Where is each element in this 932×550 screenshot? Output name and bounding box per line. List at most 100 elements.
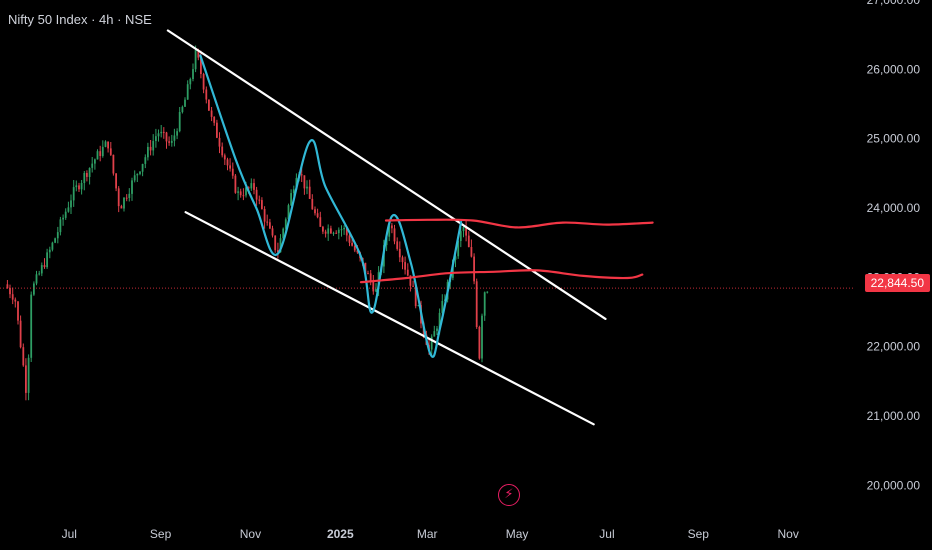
candle-body — [54, 238, 56, 243]
candle-body — [401, 257, 404, 263]
candle-body — [152, 141, 155, 151]
candle-body — [340, 229, 343, 231]
candle-body — [218, 137, 221, 147]
wave-path — [199, 54, 463, 358]
candle-body — [168, 141, 170, 143]
candle-body — [226, 159, 229, 166]
candle-body — [369, 273, 372, 281]
candle-body — [441, 301, 444, 313]
candle-body — [30, 294, 33, 358]
candle-body — [279, 238, 282, 253]
candle-body — [375, 289, 377, 292]
candle-body — [104, 141, 107, 147]
candle-body — [393, 228, 396, 242]
candle-body — [308, 186, 311, 199]
candle-body — [94, 159, 96, 164]
candle-body — [6, 284, 9, 288]
candle-body — [306, 186, 308, 189]
candle-body — [120, 206, 123, 209]
candle-body — [67, 207, 70, 212]
candle-body — [147, 146, 149, 158]
chart-title: Nifty 50 Index · 4h · NSE — [8, 12, 152, 27]
x-tick-label: 2025 — [327, 527, 354, 541]
candle-body — [173, 135, 176, 141]
candle-body — [316, 213, 319, 218]
candle-body — [56, 232, 59, 239]
candle-body — [409, 275, 412, 286]
x-tick-label: Jul — [599, 527, 614, 541]
candle-body — [80, 183, 83, 190]
candle-body — [436, 328, 438, 332]
candle-body — [404, 262, 406, 270]
candle-body — [186, 84, 189, 100]
candle-body — [473, 256, 475, 282]
candle-body — [364, 262, 367, 274]
candle-body — [43, 265, 46, 267]
candle-body — [19, 320, 22, 348]
channel-lower-line — [184, 211, 595, 426]
candle-body — [457, 240, 460, 257]
candle-body — [205, 89, 208, 100]
candle-body — [324, 231, 327, 234]
candle-body — [88, 168, 91, 177]
candle-body — [245, 187, 247, 196]
y-tick-label: 24,000.00 — [867, 201, 921, 215]
candle-body — [141, 164, 144, 172]
x-tick-label: Sep — [150, 527, 172, 541]
candle-body — [83, 173, 86, 183]
candle-body — [178, 112, 181, 132]
candle-body — [99, 151, 102, 156]
candle-body — [353, 245, 356, 251]
candle-body — [284, 219, 287, 229]
candle-body — [72, 187, 75, 201]
candle-body — [115, 173, 117, 189]
candle-body — [465, 227, 467, 236]
candle-body — [48, 249, 51, 253]
lower-band-curve — [359, 269, 644, 284]
candle-body — [133, 175, 136, 181]
candle-body — [59, 219, 62, 233]
candle-body — [157, 133, 160, 137]
candle-body — [78, 185, 80, 190]
candle-body — [237, 191, 239, 193]
candle-body — [170, 140, 173, 143]
y-tick-label: 26,000.00 — [867, 62, 921, 76]
candle-body — [51, 242, 54, 250]
candle-body — [181, 106, 184, 113]
x-tick-label: May — [506, 527, 529, 541]
candle-body — [412, 285, 414, 287]
candle-body — [107, 141, 109, 149]
candle-body — [189, 79, 192, 85]
lightning-icon[interactable]: ⚡ — [498, 484, 520, 506]
candle-body — [176, 131, 178, 136]
candle-body — [261, 200, 263, 209]
y-tick-label: 25,000.00 — [867, 132, 921, 146]
candle-body — [343, 228, 345, 230]
candle-body — [144, 157, 147, 164]
candle-body — [75, 185, 78, 188]
candle-body — [112, 154, 115, 174]
candle-body — [91, 163, 94, 168]
candle-body — [239, 191, 242, 196]
candle-body — [414, 286, 417, 307]
candle-body — [213, 116, 216, 123]
candle-body — [200, 57, 202, 74]
candle-body — [332, 232, 335, 234]
candle-body — [330, 228, 332, 234]
candle-body — [391, 225, 393, 229]
candle-body — [155, 136, 157, 141]
candle-body — [192, 69, 194, 79]
candle-body — [14, 299, 17, 302]
candle-body — [160, 131, 163, 134]
candle-body — [38, 273, 41, 275]
candle-body — [459, 231, 462, 241]
candle-body — [483, 292, 486, 316]
candle-body — [25, 365, 27, 393]
candle-body — [210, 110, 213, 117]
candle-body — [123, 197, 125, 209]
candle-body — [311, 198, 314, 210]
candle-body — [221, 146, 224, 156]
candle-body — [27, 357, 30, 393]
candle-body — [290, 193, 292, 206]
